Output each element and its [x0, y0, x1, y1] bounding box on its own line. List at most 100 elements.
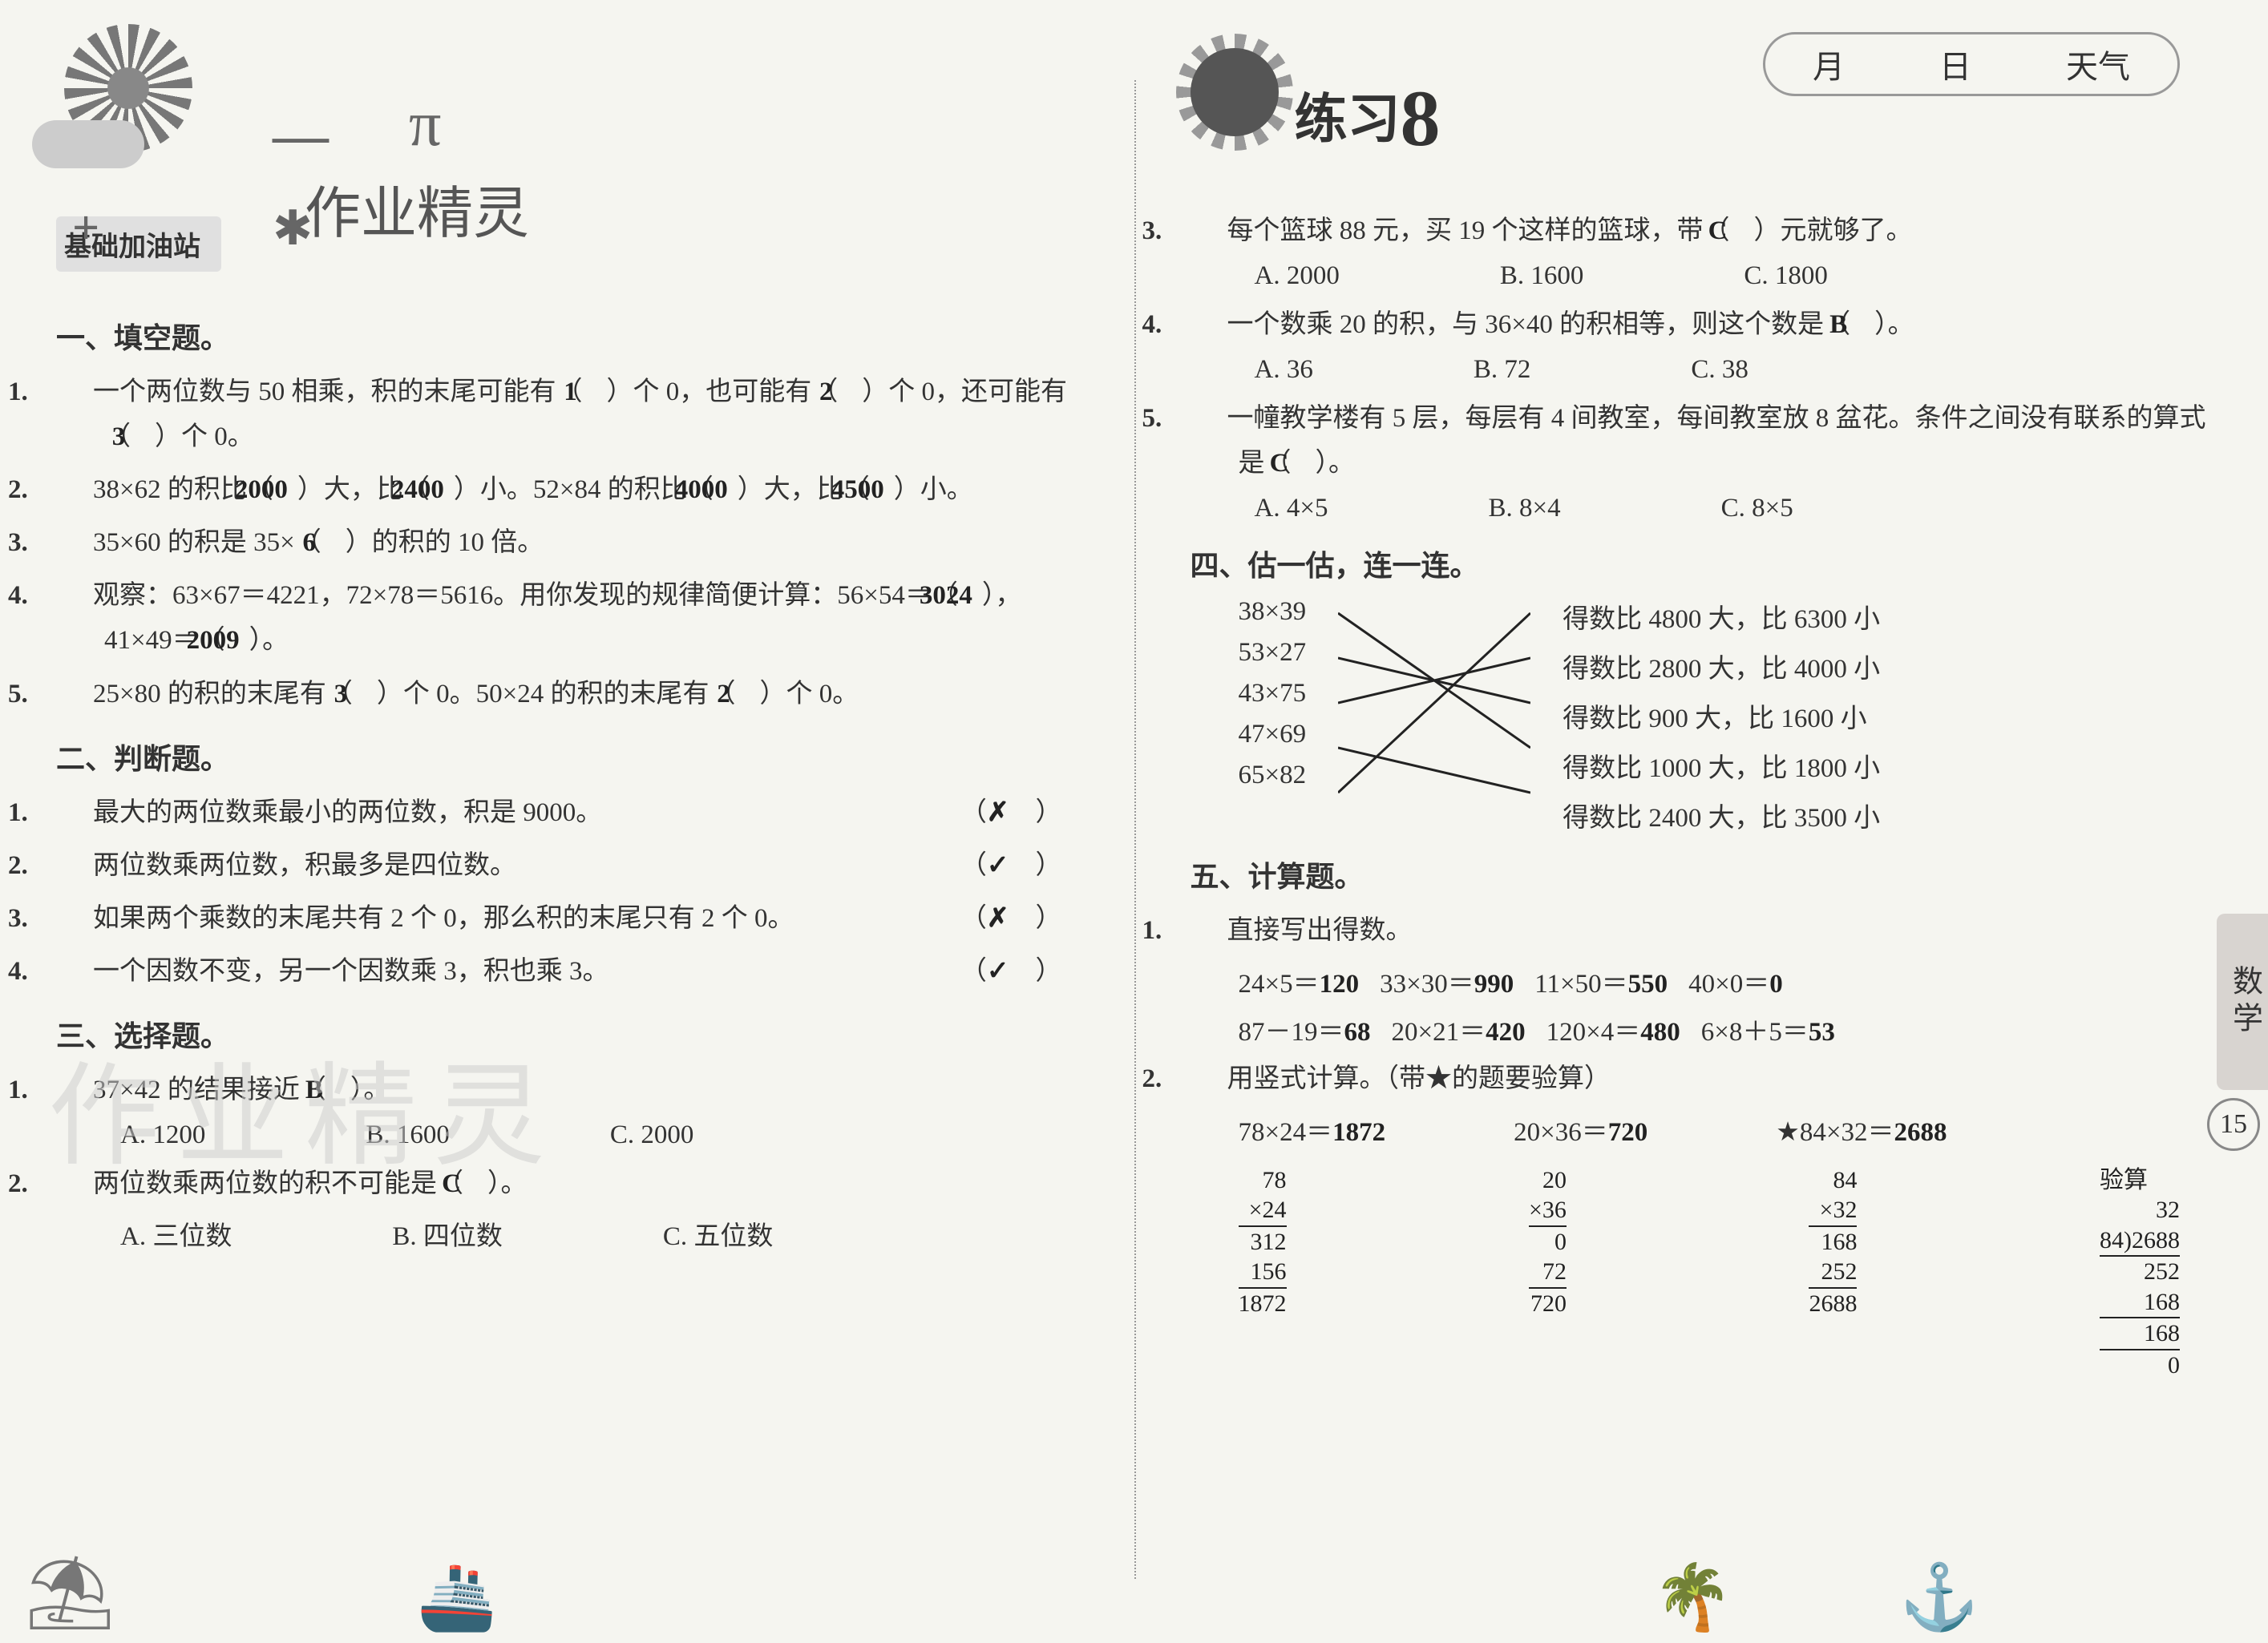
calc-row-1: 24×5＝12033×30＝99011×50＝55040×0＝0	[1239, 961, 2213, 1008]
s2-q3: 3.如果两个乘数的末尾共有 2 个 0，那么积的末尾只有 2 个 0。（✗ ）	[56, 896, 1078, 941]
calc-item: 120×4＝480	[1546, 1009, 1680, 1056]
judge-paren: （✗ ）	[1009, 790, 1062, 835]
s3-q2-options: A. 三位数B. 四位数C. 五位数	[120, 1214, 1078, 1253]
s1-q4: 4.观察：63×67＝4221，72×78＝5616。用你发现的规律简便计算：5…	[56, 573, 1078, 663]
q-text: 直接写出得数。	[1227, 916, 1413, 945]
q-number: 5.	[1191, 396, 1227, 441]
answer: ✗	[987, 904, 1009, 933]
q-text: 如果两个乘数的末尾共有 2 个 0，那么积的末尾只有 2 个 0。	[93, 904, 794, 933]
q-number: 1.	[56, 1068, 93, 1112]
q-text: 一个两位数与 50 相乘，积的末尾可能有（	[93, 377, 583, 406]
page-number: 15	[2207, 1098, 2260, 1151]
option-a: A. 1200	[120, 1120, 205, 1150]
title-number: 8	[1401, 74, 1441, 163]
q-text: 一个数乘 20 的积，与 36×40 的积相等，则这个数是（	[1227, 310, 1851, 339]
s3-q3: 3.每个篮球 88 元，买 19 个这样的篮球，带（C）元就够了。	[1191, 208, 2213, 253]
s2-q4: 4.一个因数不变，另一个因数乘 3，积也乘 3。（✓ ）	[56, 949, 1078, 994]
s3-q3-options: A. 2000B. 1600C. 1800	[1255, 261, 2213, 291]
match-left-item: 65×82	[1239, 761, 1307, 790]
q-text: ）。	[350, 1076, 390, 1104]
match-right-item: 得数比 900 大，比 1600 小	[1563, 696, 1880, 735]
q-number: 2.	[1191, 1056, 1227, 1101]
section2-heading: 二、判断题。	[56, 736, 1078, 777]
s2-q2: 2.两位数乘两位数，积最多是四位数。（✓ ）	[56, 843, 1078, 888]
plus-icon: +	[72, 200, 99, 256]
q-number: 4.	[56, 949, 93, 994]
minus-icon: —	[273, 104, 329, 168]
section5-heading: 五、计算题。	[1191, 854, 2213, 895]
answer: C	[1730, 208, 1754, 253]
anchor-icon: ⚓	[1899, 1560, 1979, 1635]
s5-q2: 2.用竖式计算。（带★的题要验算）	[1191, 1056, 2213, 1101]
q-text: ）。	[487, 1169, 528, 1198]
match-right-item: 得数比 1000 大，比 1800 小	[1563, 746, 1880, 785]
q-text: ）的积的 10 倍。	[346, 528, 544, 557]
q-text: ）。	[249, 626, 289, 655]
q-number: 3.	[56, 520, 93, 565]
s2-q1: 1.最大的两位数乘最小的两位数，积是 9000。（✗ ）	[56, 790, 1078, 835]
match-right-item: 得数比 4800 大，比 6300 小	[1563, 597, 1880, 636]
q-number: 1.	[56, 369, 93, 414]
section4-heading: 四、估一估，连一连。	[1191, 543, 2213, 584]
match-left-item: 53×27	[1239, 638, 1307, 668]
q-text: 观察：63×67＝4221，72×78＝5616。用你发现的规律简便计算：56×…	[93, 581, 958, 610]
q-number: 3.	[1191, 208, 1227, 253]
s3-q1: 1.37×42 的结果接近（B）。	[56, 1068, 1078, 1112]
s3-q4-options: A. 36B. 72C. 38	[1255, 355, 2213, 385]
option-a: A. 2000	[1255, 261, 1340, 291]
s5-q1: 1.直接写出得数。	[1191, 908, 2213, 953]
answer: 2400	[430, 467, 454, 512]
q-text: ）元就够了。	[1754, 216, 1913, 245]
prob-expressions: 78×24＝187220×36＝720★84×32＝2688	[1239, 1109, 2213, 1157]
palm-icon: 🌴	[1653, 1560, 1733, 1635]
answer: 3024	[958, 573, 982, 618]
s3-q1-options: A. 1200B. 1600C. 2000	[120, 1120, 1078, 1150]
match-left-col: 38×3953×2743×7547×6965×82	[1239, 597, 1307, 834]
calc-item: 11×50＝550	[1534, 961, 1668, 1008]
s3-q5-options: A. 4×5B. 8×4C. 8×5	[1255, 494, 2213, 523]
q-text: 25×80 的积的末尾有（	[93, 680, 353, 708]
prob-expr: ★84×32＝2688	[1776, 1109, 1947, 1157]
s3-q5: 5.一幢教学楼有 5 层，每层有 4 间教室，每间教室放 8 盆花。条件之间没有…	[1191, 396, 2213, 486]
match-lines	[1338, 597, 1530, 822]
q-text: ）。	[1874, 310, 1914, 339]
s1-q5: 5.25×80 的积的末尾有（3）个 0。50×24 的积的末尾有（2）个 0。	[56, 672, 1078, 717]
q-number: 4.	[56, 573, 93, 618]
s3-q4: 4.一个数乘 20 的积，与 36×40 的积相等，则这个数是（B）。	[1191, 302, 2213, 347]
answer: ✓	[987, 851, 1009, 880]
match-left-item: 47×69	[1239, 720, 1307, 749]
q-text: ）个 0。50×24 的积的末尾有（	[377, 680, 736, 708]
match-right-col: 得数比 4800 大，比 6300 小得数比 2800 大，比 4000 小得数…	[1563, 597, 1880, 834]
s1-q2: 2.38×62 的积比（2000）大，比（2400）小。52×84 的积比（40…	[56, 467, 1078, 512]
q-text: ）个 0。	[760, 680, 859, 708]
calc-item: 20×21＝420	[1392, 1009, 1526, 1056]
s3-q2: 2.两位数乘两位数的积不可能是（C）。	[56, 1161, 1078, 1206]
answer: 2009	[225, 618, 249, 663]
q-text: 35×60 的积是 35×（	[93, 528, 321, 557]
vertical-work: 78×24312156187220×3607272084×32168252268…	[1239, 1165, 2181, 1381]
q-text: ）小。	[894, 475, 973, 504]
option-c: C. 2000	[610, 1120, 694, 1150]
calc-item: 40×0＝0	[1688, 961, 1783, 1008]
answer: ✗	[987, 798, 1009, 827]
pi-icon: π	[409, 88, 441, 161]
q-number: 4.	[1191, 302, 1227, 347]
section3-heading: 三、选择题。	[56, 1013, 1078, 1055]
match-right-item: 得数比 2400 大，比 3500 小	[1563, 796, 1880, 834]
answer: B	[326, 1068, 350, 1112]
option-c: C. 1800	[1744, 261, 1828, 291]
answer: 3	[131, 414, 155, 459]
q-number: 2.	[56, 843, 93, 888]
q-text: 两位数乘两位数，积最多是四位数。	[93, 851, 516, 880]
boat-icon: 🚢	[417, 1560, 497, 1635]
option-c: C. 38	[1691, 355, 1749, 385]
practice-title: 练习8	[1295, 72, 1441, 164]
weather-label: 天气	[2066, 41, 2130, 87]
matching-diagram: 38×3953×2743×7547×6965×82 得数比 4800 大，比 6…	[1239, 597, 2213, 834]
vertical-column: 84×321682522688	[1809, 1165, 1857, 1381]
option-a: A. 三位数	[120, 1214, 232, 1253]
answer: 3	[353, 672, 377, 717]
option-b: B. 72	[1474, 355, 1531, 385]
cloud-decoration	[32, 120, 144, 168]
q-number: 1.	[56, 790, 93, 835]
